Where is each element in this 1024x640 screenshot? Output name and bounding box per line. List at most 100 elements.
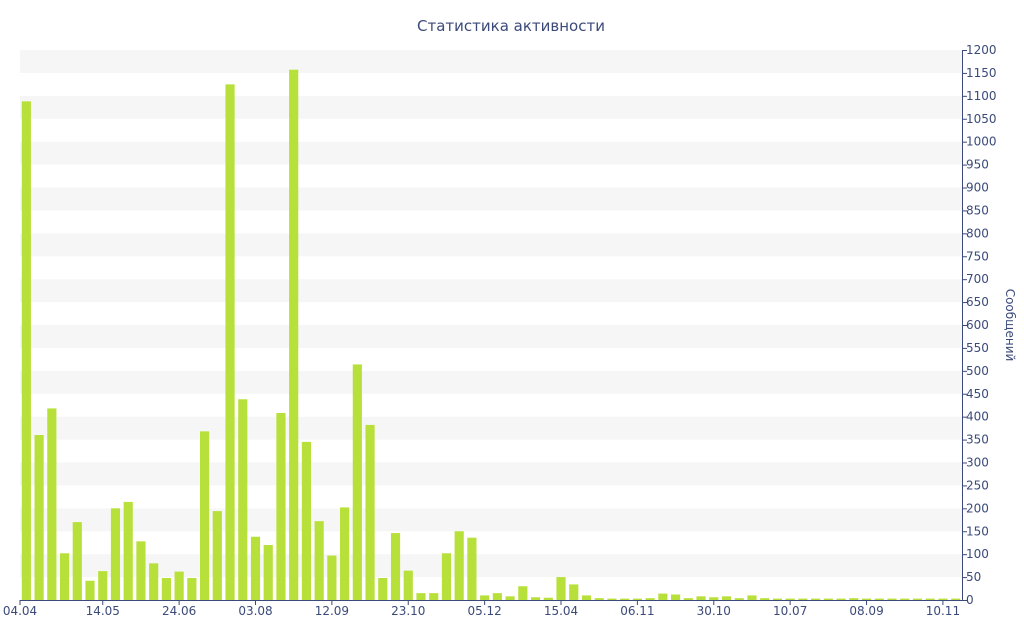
grid-band	[20, 95, 962, 119]
bar	[543, 597, 553, 600]
bar	[925, 598, 935, 600]
grid-band	[20, 393, 962, 417]
y-tick-label: 800	[966, 226, 989, 240]
bar	[785, 598, 795, 600]
y-tick-label: 950	[966, 158, 989, 172]
bar	[760, 598, 770, 600]
x-tick-label: 24.06	[162, 604, 196, 618]
bar	[734, 598, 744, 600]
bar	[352, 364, 362, 600]
bar	[149, 563, 159, 600]
bar	[34, 435, 44, 600]
grid-band	[20, 72, 962, 96]
bar	[365, 424, 375, 600]
y-tick-label: 700	[966, 272, 989, 286]
y-tick-label: 1200	[966, 43, 997, 57]
x-tick-label: 10.07	[773, 604, 807, 618]
bar	[581, 595, 592, 600]
bar	[670, 594, 681, 600]
y-axis-title: Сообщений	[1003, 289, 1017, 362]
y-tick-label: 750	[966, 249, 989, 263]
bar	[225, 84, 235, 600]
bar	[21, 101, 31, 600]
grid-band	[20, 302, 962, 325]
background-bands	[20, 50, 962, 600]
bar	[772, 598, 783, 600]
grid-band	[20, 462, 962, 486]
bar	[492, 593, 502, 600]
y-tick-label: 400	[966, 410, 989, 424]
x-tick-label: 08.09	[849, 604, 883, 618]
bar	[861, 598, 872, 600]
bar	[645, 598, 655, 600]
bar	[263, 545, 273, 600]
bar	[72, 522, 82, 600]
bar	[327, 555, 337, 600]
y-tick-label: 250	[966, 478, 989, 492]
bar	[569, 584, 579, 600]
bar	[85, 580, 95, 600]
x-tick-label: 12.09	[315, 604, 349, 618]
bar	[696, 596, 706, 600]
bar	[912, 598, 923, 600]
x-axis-ticks: 04.04 14.05 24.06 03.08 12.09 23.10 05.12 15.04…	[3, 600, 960, 618]
bar	[607, 598, 617, 600]
grid-band	[20, 531, 962, 555]
bar	[403, 570, 413, 600]
x-tick-label: 04.04	[3, 604, 37, 618]
y-tick-label: 1050	[966, 112, 997, 126]
bar	[849, 598, 859, 600]
bar	[683, 598, 693, 600]
y-tick-label: 300	[966, 456, 989, 470]
grid-band	[20, 485, 962, 509]
grid-band	[20, 118, 962, 142]
bar	[98, 571, 108, 600]
x-tick-label: 23.10	[391, 604, 425, 618]
grid-band	[20, 256, 962, 280]
y-tick-label: 550	[966, 341, 989, 355]
bar	[938, 598, 948, 600]
y-tick-label: 1150	[966, 66, 997, 80]
grid-band	[20, 164, 962, 188]
grid-band	[20, 210, 962, 234]
bar	[378, 578, 388, 600]
y-tick-label: 450	[966, 387, 989, 401]
bar	[658, 593, 668, 600]
y-tick-label: 150	[966, 524, 989, 538]
bar	[390, 533, 401, 600]
bar	[632, 598, 642, 600]
grid-band	[20, 50, 962, 73]
x-tick-label: 15.04	[544, 604, 578, 618]
bar	[212, 511, 222, 600]
grid-band	[20, 554, 962, 578]
grid-band	[20, 187, 962, 211]
bar	[454, 531, 464, 600]
bar	[951, 598, 961, 600]
bar	[480, 595, 490, 600]
x-tick-label: 10.11	[926, 604, 960, 618]
bar	[289, 69, 299, 601]
bar	[301, 441, 312, 600]
bar	[798, 598, 808, 600]
y-tick-label: 600	[966, 318, 989, 332]
bar	[467, 537, 477, 600]
bar	[518, 586, 528, 600]
bar	[836, 598, 846, 600]
bar	[505, 596, 515, 600]
y-tick-label: 0	[966, 593, 974, 607]
grid-band	[20, 370, 962, 394]
y-tick-label: 200	[966, 501, 989, 515]
bar	[250, 536, 261, 600]
x-tick-label: 06.11	[620, 604, 654, 618]
y-axis-ticks: 0 50 100 150 200 250 300 350 400 450 500 550 600 650 7…	[962, 43, 997, 607]
bar	[47, 408, 57, 600]
bar	[721, 596, 732, 600]
bar	[594, 598, 604, 600]
bar	[314, 521, 324, 600]
bar	[429, 593, 439, 600]
grid-band	[20, 508, 962, 532]
bar	[340, 507, 350, 600]
grid-band	[20, 233, 962, 257]
y-tick-label: 1100	[966, 89, 997, 103]
